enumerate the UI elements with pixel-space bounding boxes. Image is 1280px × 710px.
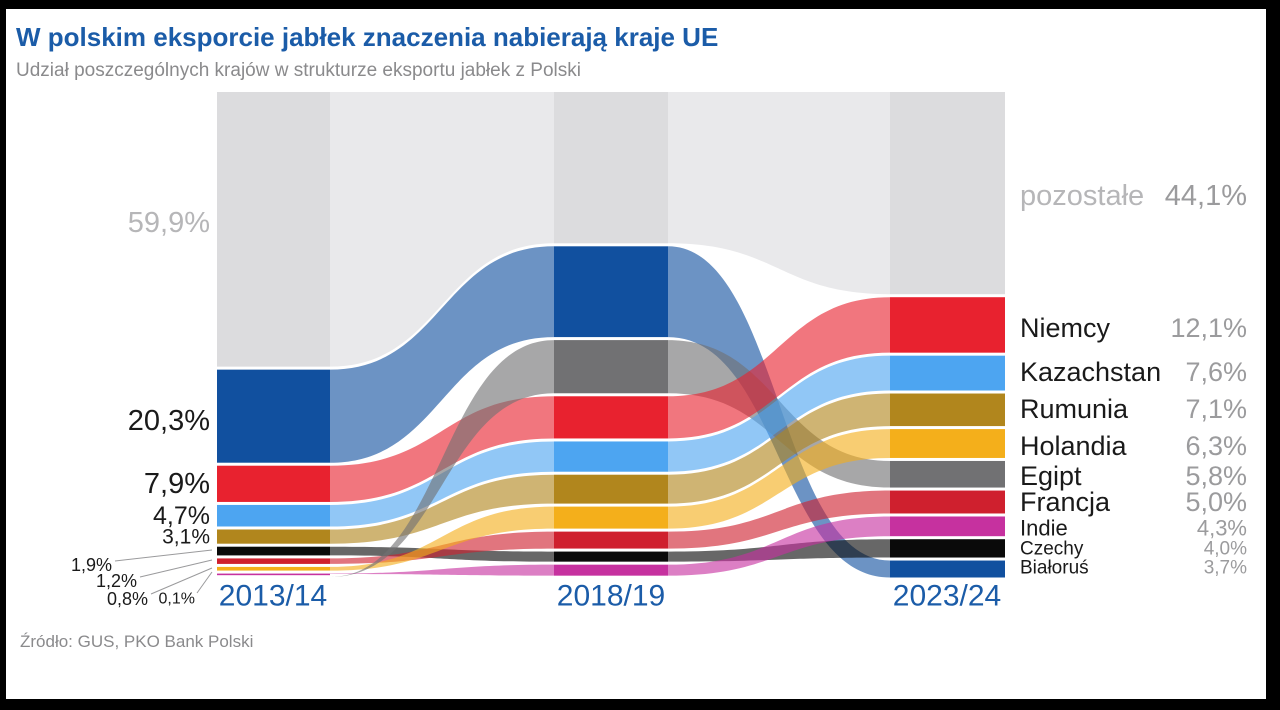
node-Białoruś-1 (554, 246, 668, 338)
node-Białoruś-2 (890, 560, 1005, 578)
flow-Egipt-0 (330, 340, 554, 578)
node-Czechy-1 (554, 551, 668, 562)
right-name-Indie: Indie (1020, 516, 1068, 541)
flow-Rumunia-0 (330, 474, 554, 544)
node-Rumunia-1 (554, 474, 668, 504)
left-label-Holandia: 0,8% (107, 589, 148, 609)
right-value-Francja: 5,0% (1185, 487, 1247, 517)
node-Egipt-2 (890, 460, 1005, 488)
right-value-Czechy: 4,0% (1204, 539, 1247, 560)
right-value-Indie: 4,3% (1197, 516, 1247, 541)
flow-Francja-1 (668, 490, 890, 549)
node-Niemcy-1 (554, 396, 668, 439)
flow-Niemcy-1 (668, 297, 890, 439)
right-value-pozostałe: 44,1% (1165, 180, 1247, 212)
right-name-Białoruś: Białoruś (1020, 558, 1089, 579)
right-name-Niemcy: Niemcy (1020, 313, 1111, 343)
flow-Holandia-1 (668, 429, 890, 529)
flow-pozostałe-0 (330, 92, 554, 367)
node-Czechy-0 (217, 546, 330, 556)
node-Kazachstan-2 (890, 355, 1005, 391)
node-Holandia-1 (554, 506, 668, 529)
right-value-Holandia: 6,3% (1185, 431, 1247, 461)
right-value-Kazachstan: 7,6% (1185, 357, 1247, 387)
node-Indie-0 (217, 573, 330, 576)
right-name-Egipt: Egipt (1020, 461, 1082, 491)
node-pozostałe-0 (217, 92, 330, 367)
node-Francja-2 (890, 490, 1005, 514)
leader-line-Indie (196, 571, 213, 594)
right-name-Kazachstan: Kazachstan (1020, 357, 1161, 387)
node-Rumunia-2 (890, 393, 1005, 427)
left-label-Indie: 0,1% (159, 591, 195, 608)
node-Czechy-2 (890, 539, 1005, 558)
node-Kazachstan-1 (554, 441, 668, 472)
flow-Indie-0 (330, 564, 554, 576)
leader-line-Czechy (114, 549, 213, 562)
left-label-Niemcy: 7,9% (144, 468, 210, 500)
node-pozostałe-2 (890, 92, 1005, 295)
node-pozostałe-1 (554, 92, 668, 244)
source-note: Źródło: GUS, PKO Bank Polski (20, 632, 254, 651)
right-name-Francja: Francja (1020, 487, 1111, 517)
flow-Kazachstan-1 (668, 355, 890, 472)
axis-label-2018/19: 2018/19 (557, 580, 665, 613)
flow-Rumunia-1 (668, 393, 890, 504)
node-Białoruś-0 (217, 369, 330, 463)
node-Niemcy-2 (890, 297, 1005, 353)
left-label-pozostałe: 59,9% (128, 207, 210, 239)
left-label-Białoruś: 20,3% (128, 405, 210, 437)
flow-Holandia-0 (330, 506, 554, 571)
left-label-Czechy: 1,9% (71, 555, 112, 575)
left-label-Kazachstan: 4,7% (153, 502, 210, 530)
node-Egipt-1 (554, 340, 668, 394)
node-Kazachstan-0 (217, 504, 330, 527)
node-Francja-0 (217, 558, 330, 564)
page-title: W polskim eksporcie jabłek znaczenia nab… (16, 22, 719, 52)
node-Indie-2 (890, 516, 1005, 537)
flow-pozostałe-1 (668, 92, 890, 295)
leader-line-Holandia (150, 567, 213, 595)
flow-Indie-1 (668, 516, 890, 576)
left-label-Francja: 1,2% (96, 571, 137, 591)
node-Rumunia-0 (217, 529, 330, 544)
page-subtitle: Udział poszczególnych krajów w strukturz… (16, 60, 581, 81)
right-name-Czechy: Czechy (1020, 539, 1084, 560)
right-value-Egipt: 5,8% (1185, 461, 1247, 491)
node-Holandia-0 (217, 566, 330, 571)
node-Indie-1 (554, 564, 668, 576)
right-name-pozostałe: pozostałe (1020, 180, 1144, 212)
leader-line-Francja (139, 559, 213, 578)
right-name-Holandia: Holandia (1020, 431, 1128, 461)
right-value-Białoruś: 3,7% (1204, 558, 1247, 579)
axis-label-2013/14: 2013/14 (219, 580, 327, 613)
flow-Białoruś-0 (330, 246, 554, 463)
node-Holandia-2 (890, 429, 1005, 458)
node-Niemcy-0 (217, 465, 330, 502)
node-Francja-1 (554, 531, 668, 549)
right-name-Rumunia: Rumunia (1020, 394, 1129, 424)
left-label-Rumunia: 3,1% (162, 526, 210, 549)
axis-label-2023/24: 2023/24 (893, 580, 1001, 613)
right-value-Niemcy: 12,1% (1170, 313, 1247, 343)
flow-Niemcy-0 (330, 396, 554, 502)
right-value-Rumunia: 7,1% (1185, 394, 1247, 424)
